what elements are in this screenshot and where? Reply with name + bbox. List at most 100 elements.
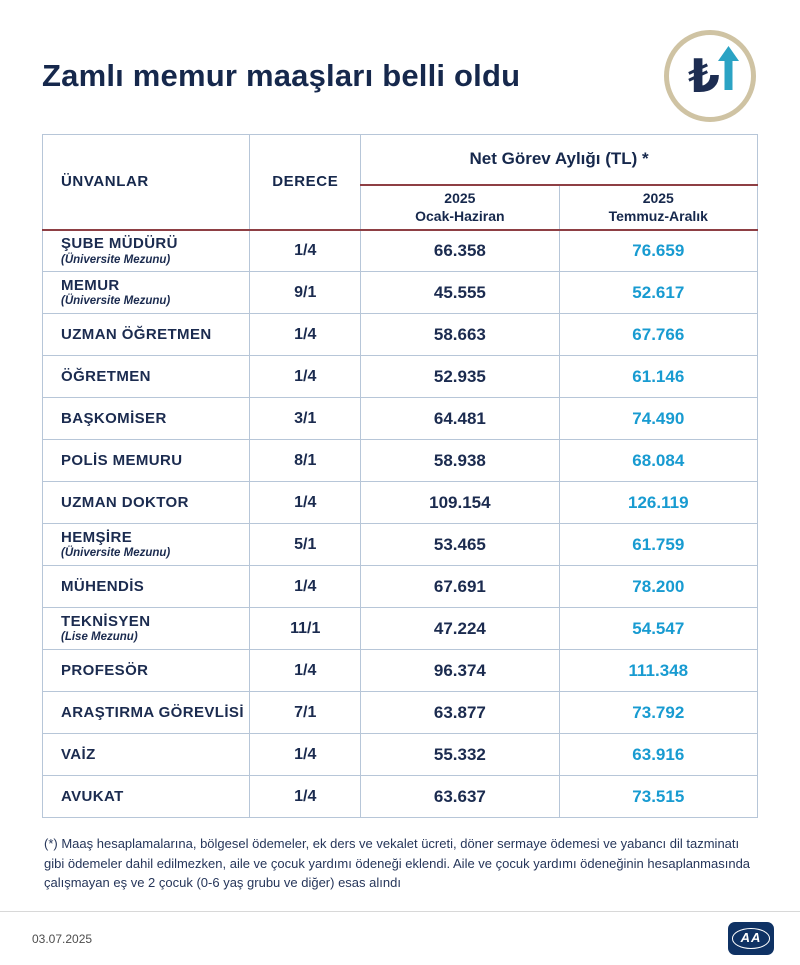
row-title: POLİS MEMURU <box>61 451 183 469</box>
publish-date: 03.07.2025 <box>32 931 93 946</box>
table-row: BAŞKOMİSER 3/1 64.481 74.490 <box>41 397 759 440</box>
cell-jul-dec: 111.348 <box>558 649 759 692</box>
table-row: UZMAN ÖĞRETMEN 1/4 58.663 67.766 <box>41 313 759 356</box>
cell-jul-dec: 73.792 <box>558 691 759 734</box>
cell-degree: 1/4 <box>249 775 362 818</box>
cell-title: BAŞKOMİSER <box>41 397 251 440</box>
table-row: HEMŞİRE (Üniversite Mezunu) 5/1 53.465 61.75… <box>41 523 759 566</box>
cell-title: UZMAN ÖĞRETMEN <box>41 313 251 356</box>
table-row: ÖĞRETMEN 1/4 52.935 61.146 <box>41 355 759 398</box>
sub-header-period-2: Temmuz-Aralık <box>608 208 708 224</box>
footnote: (*) Maaş hesaplamalarına, bölgesel ödeme… <box>44 836 751 890</box>
cell-title: POLİS MEMURU <box>41 439 251 482</box>
cell-degree: 1/4 <box>249 733 362 776</box>
cell-jul-dec: 78.200 <box>558 565 759 608</box>
cell-title: MÜHENDİS <box>41 565 251 608</box>
cell-jan-jun: 67.691 <box>360 565 560 608</box>
cell-jan-jun: 96.374 <box>360 649 560 692</box>
cell-jan-jun: 47.224 <box>360 607 560 650</box>
cell-title: ÖĞRETMEN <box>41 355 251 398</box>
col-header-unvanlar: ÜNVANLAR <box>41 134 251 231</box>
cell-jan-jun: 55.332 <box>360 733 560 776</box>
cell-jul-dec: 54.547 <box>558 607 759 650</box>
cell-jan-jun: 53.465 <box>360 523 560 566</box>
table-row: POLİS MEMURU 8/1 58.938 68.084 <box>41 439 759 482</box>
cell-jan-jun: 64.481 <box>360 397 560 440</box>
table-header: ÜNVANLAR DERECE Net Görev Aylığı (TL) * … <box>41 134 759 231</box>
cell-jul-dec: 76.659 <box>558 229 759 272</box>
cell-title: VAİZ <box>41 733 251 776</box>
cell-title: TEKNİSYEN (Lise Mezunu) <box>41 607 251 650</box>
col-header-group: Net Görev Aylığı (TL) * <box>360 134 758 186</box>
aa-logo: AA <box>728 922 774 955</box>
cell-degree: 1/4 <box>249 649 362 692</box>
sub-header-year-2: 2025 <box>642 189 674 206</box>
row-title: HEMŞİRE <box>61 528 133 546</box>
row-title: BAŞKOMİSER <box>61 409 167 427</box>
cell-title: ŞUBE MÜDÜRÜ (Üniversite Mezunu) <box>41 229 251 272</box>
table-row: AVUKAT 1/4 63.637 73.515 <box>41 775 759 818</box>
cell-jul-dec: 74.490 <box>558 397 759 440</box>
cell-title: PROFESÖR <box>41 649 251 692</box>
page-title: Zamlı memur maaşları belli oldu <box>42 58 521 93</box>
cell-degree: 7/1 <box>249 691 362 734</box>
cell-degree: 1/4 <box>249 313 362 356</box>
row-title: UZMAN ÖĞRETMEN <box>61 325 212 343</box>
header: Zamlı memur maaşları belli oldu ₺ <box>42 0 758 122</box>
cell-jul-dec: 68.084 <box>558 439 759 482</box>
col-header-jul-dec: 2025 Temmuz-Aralık <box>558 184 759 231</box>
table-row: VAİZ 1/4 55.332 63.916 <box>41 733 759 776</box>
cell-jan-jun: 52.935 <box>360 355 560 398</box>
cell-degree: 1/4 <box>249 355 362 398</box>
aa-logo-text: AA <box>731 928 771 949</box>
cell-jul-dec: 52.617 <box>558 271 759 314</box>
row-title: ÖĞRETMEN <box>61 367 151 385</box>
table-row: TEKNİSYEN (Lise Mezunu) 11/1 47.224 54.547 <box>41 607 759 650</box>
cell-title: UZMAN DOKTOR <box>41 481 251 524</box>
cell-jul-dec: 126.119 <box>558 481 759 524</box>
row-title: TEKNİSYEN <box>61 612 151 630</box>
cell-jan-jun: 58.663 <box>360 313 560 356</box>
header-row-2: 2025 Ocak-Haziran 2025 Temmuz-Aralık <box>43 184 759 231</box>
cell-degree: 1/4 <box>249 481 362 524</box>
cell-degree: 1/4 <box>249 565 362 608</box>
cell-jul-dec: 63.916 <box>558 733 759 776</box>
table-row: PROFESÖR 1/4 96.374 111.348 <box>41 649 759 692</box>
cell-jul-dec: 73.515 <box>558 775 759 818</box>
row-title: PROFESÖR <box>61 661 149 679</box>
sub-header-year-1: 2025 <box>444 189 476 206</box>
row-note: (Üniversite Mezunu) <box>61 295 171 308</box>
row-note: (Üniversite Mezunu) <box>61 547 171 560</box>
cell-degree: 1/4 <box>249 229 362 272</box>
lira-up-icon: ₺ <box>664 30 756 122</box>
cell-jul-dec: 67.766 <box>558 313 759 356</box>
footer: 03.07.2025 AA <box>0 911 800 965</box>
row-note: (Üniversite Mezunu) <box>61 253 171 266</box>
table-row: UZMAN DOKTOR 1/4 109.154 126.119 <box>41 481 759 524</box>
row-title: ARAŞTIRMA GÖREVLİSİ <box>61 703 244 721</box>
row-title: MÜHENDİS <box>61 577 145 595</box>
cell-jan-jun: 63.877 <box>360 691 560 734</box>
cell-title: MEMUR (Üniversite Mezunu) <box>41 271 251 314</box>
table-row: ŞUBE MÜDÜRÜ (Üniversite Mezunu) 1/4 66.358 7… <box>41 229 759 272</box>
row-title: AVUKAT <box>61 787 124 805</box>
table-body: ŞUBE MÜDÜRÜ (Üniversite Mezunu) 1/4 66.358 7… <box>41 229 759 818</box>
cell-title: HEMŞİRE (Üniversite Mezunu) <box>41 523 251 566</box>
header-row-1: ÜNVANLAR DERECE Net Görev Aylığı (TL) * <box>41 134 758 231</box>
cell-degree: 9/1 <box>249 271 362 314</box>
infographic: Zamlı memur maaşları belli oldu ₺ ÜNVANL… <box>41 0 759 890</box>
row-title: VAİZ <box>61 745 96 763</box>
cell-jul-dec: 61.759 <box>558 523 759 566</box>
cell-title: AVUKAT <box>41 775 251 818</box>
cell-jul-dec: 61.146 <box>558 355 759 398</box>
cell-degree: 3/1 <box>249 397 362 440</box>
table-row: ARAŞTIRMA GÖREVLİSİ 7/1 63.877 73.792 <box>41 691 759 734</box>
cell-degree: 11/1 <box>249 607 362 650</box>
row-title: ŞUBE MÜDÜRÜ <box>61 234 178 252</box>
table-row: MEMUR (Üniversite Mezunu) 9/1 45.555 52.617 <box>41 271 759 314</box>
salary-table: ÜNVANLAR DERECE Net Görev Aylığı (TL) * … <box>41 134 759 818</box>
row-title: UZMAN DOKTOR <box>61 493 189 511</box>
cell-jan-jun: 63.637 <box>360 775 560 818</box>
cell-degree: 5/1 <box>249 523 362 566</box>
row-note: (Lise Mezunu) <box>61 631 138 644</box>
